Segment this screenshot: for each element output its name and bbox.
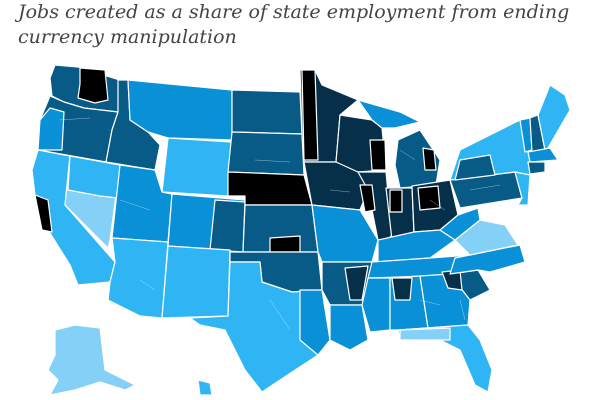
title-line-1: Jobs created as a share of state employm…	[18, 1, 570, 23]
state-NM[interactable]	[161, 245, 231, 319]
ks-south-dark	[269, 235, 301, 253]
state-WY[interactable]	[161, 137, 233, 197]
state-MS[interactable]	[361, 277, 391, 333]
chart-title: Jobs created as a share of state employm…	[18, 0, 578, 50]
state-AZ[interactable]	[107, 237, 169, 319]
state-LA[interactable]	[329, 304, 369, 351]
state-SD[interactable]	[227, 131, 305, 176]
state-HI[interactable]	[197, 379, 213, 396]
state-NJ[interactable]	[514, 171, 531, 206]
state-WV[interactable]	[439, 207, 481, 241]
state-MA[interactable]	[527, 147, 559, 163]
oh-black	[417, 185, 441, 211]
fl-panhandle	[399, 327, 451, 341]
or-west	[37, 107, 65, 151]
state-CT[interactable]	[527, 161, 546, 175]
il-black	[359, 184, 376, 213]
state-NC[interactable]	[449, 244, 526, 275]
co-east-dark	[209, 199, 246, 253]
state-ND[interactable]	[231, 89, 303, 135]
ar-dark	[344, 265, 369, 301]
state-MO[interactable]	[311, 204, 379, 263]
state-UT[interactable]	[111, 164, 173, 243]
ca-bay-dark	[34, 194, 53, 233]
mi-thumb-black	[422, 147, 437, 171]
state-MI-upper[interactable]	[357, 99, 421, 129]
ny-west-dark	[454, 154, 496, 181]
mn-west-dark	[301, 69, 319, 161]
state-ME[interactable]	[537, 84, 571, 151]
state-TX[interactable]	[189, 261, 331, 393]
wa-east-dark	[77, 67, 109, 104]
state-AK[interactable]	[47, 324, 136, 396]
in-black	[389, 189, 403, 213]
al-dark	[391, 277, 413, 301]
wi-east-black	[369, 139, 387, 171]
district-lines	[59, 117, 501, 331]
title-line-2: currency manipulation	[18, 26, 237, 48]
tx-east	[299, 289, 331, 356]
